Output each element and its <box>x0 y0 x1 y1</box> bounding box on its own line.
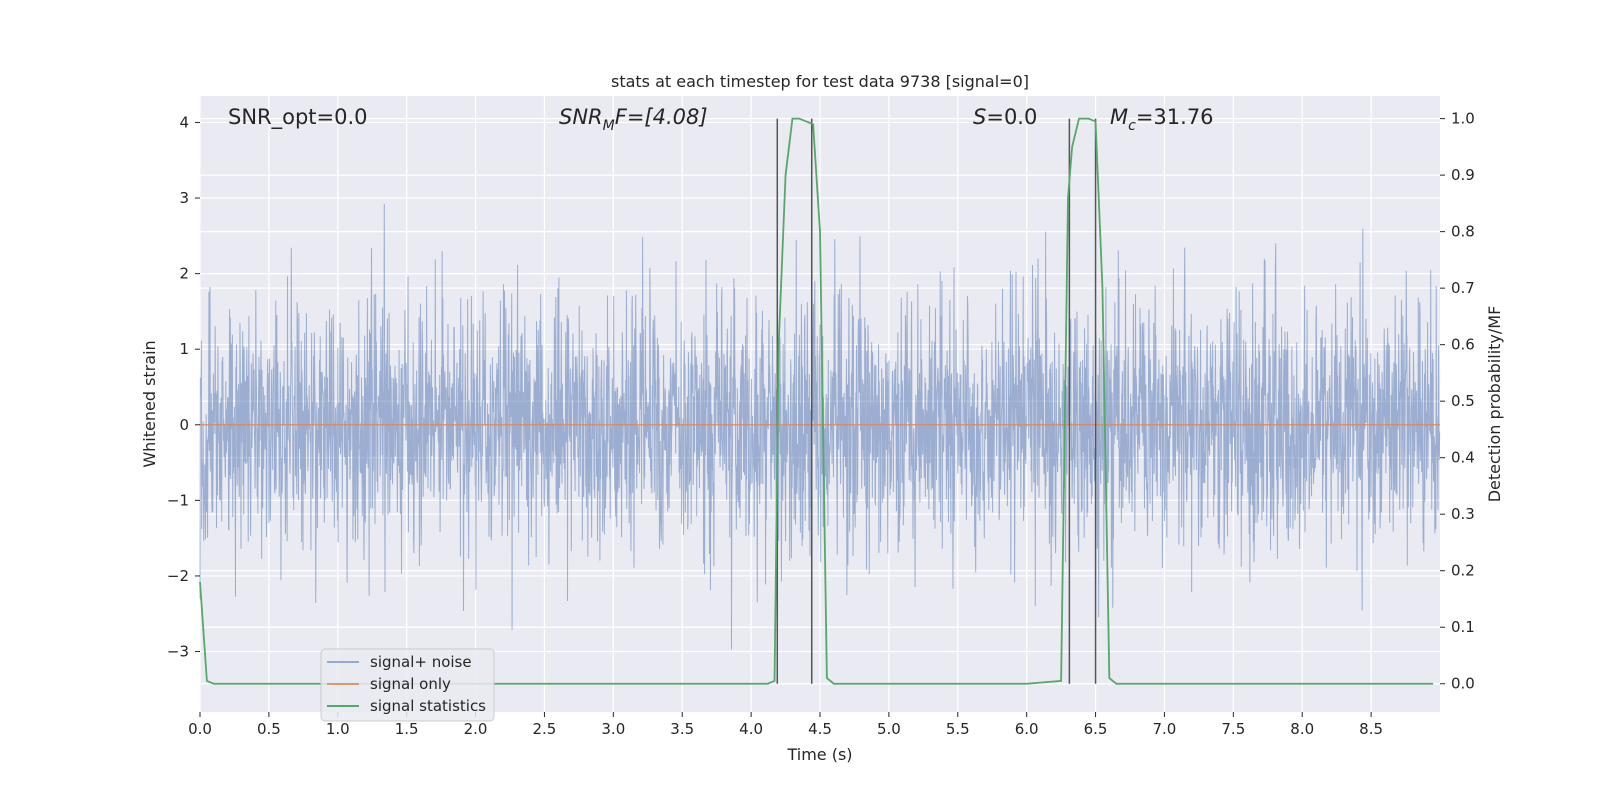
x-tick-label: 7.0 <box>1153 720 1177 738</box>
y-tick-label: −3 <box>167 643 189 661</box>
y2-tick-label: 1.0 <box>1451 110 1475 128</box>
y-tick-label: 2 <box>179 265 189 283</box>
legend-label-signal-statistics: signal statistics <box>370 697 486 715</box>
x-tick-label: 6.5 <box>1084 720 1108 738</box>
y2-tick-label: 0.1 <box>1451 618 1475 636</box>
x-tick-label: 2.5 <box>533 720 557 738</box>
signal-noise-line <box>199 203 1441 650</box>
legend-label-signal-only: signal only <box>370 675 451 693</box>
legend-label-signal-noise: signal+ noise <box>370 653 472 671</box>
vertical-markers <box>776 118 1097 684</box>
y2-tick-label: 0.7 <box>1451 279 1475 297</box>
x-tick-label: 5.5 <box>946 720 970 738</box>
annotation-mc: Mc=31.76 <box>1110 105 1214 134</box>
y2-tick-label: 0.5 <box>1451 392 1475 410</box>
annotation-snr-opt: SNR_opt=0.0 <box>228 105 368 130</box>
legend: signal+ noise signal only signal statist… <box>320 648 495 722</box>
x-tick-label: 4.0 <box>739 720 763 738</box>
y-axis-label: Whitened strain <box>140 340 159 467</box>
y-tick-label: −1 <box>167 491 189 509</box>
x-tick-label: 0.0 <box>188 720 212 738</box>
y2-tick-label: 0.0 <box>1451 675 1475 693</box>
y2-tick-label: 0.6 <box>1451 336 1475 354</box>
x-tick-label: 5.0 <box>877 720 901 738</box>
legend-box <box>320 648 495 722</box>
x-tick-label: 8.0 <box>1290 720 1314 738</box>
x-axis-label: Time (s) <box>786 745 852 764</box>
y2-tick-label: 0.4 <box>1451 449 1475 467</box>
y-tick-label: 3 <box>179 189 189 207</box>
y-tick-label: −2 <box>167 567 189 585</box>
annotation-snr-mf: SNRMF=[4.08] <box>559 105 708 134</box>
x-tick-label: 2.0 <box>464 720 488 738</box>
y2-tick-label: 0.8 <box>1451 223 1475 241</box>
signal-statistics-line <box>199 117 1434 685</box>
x-tick-label: 1.5 <box>395 720 419 738</box>
annotation-s: S=0.0 <box>973 105 1037 129</box>
chart-title: stats at each timestep for test data 973… <box>611 72 1029 91</box>
y-tick-label: 4 <box>179 113 189 131</box>
y2-tick-label: 0.9 <box>1451 166 1475 184</box>
x-tick-label: 7.5 <box>1221 720 1245 738</box>
x-tick-label: 1.0 <box>326 720 350 738</box>
y-tick-label: 1 <box>179 340 189 358</box>
x-tick-label: 4.5 <box>808 720 832 738</box>
x-axis-ticks: 0.0 0.5 1.0 1.5 2.0 2.5 3.0 3.5 4.0 4.5 5.0 5.5 6.0 6… <box>188 712 1383 738</box>
x-tick-label: 0.5 <box>257 720 281 738</box>
signal-noise-series <box>199 203 1441 650</box>
y-tick-label: 0 <box>179 416 189 434</box>
y2-axis-label: Detection probability/MF <box>1485 306 1504 503</box>
x-tick-label: 8.5 <box>1359 720 1383 738</box>
x-tick-label: 3.5 <box>670 720 694 738</box>
x-tick-label: 3.0 <box>601 720 625 738</box>
y2-tick-label: 0.2 <box>1451 562 1475 580</box>
signal-statistics-series <box>199 117 1434 685</box>
y2-axis-ticks: 1.0 0.9 0.8 0.7 0.6 0.5 0.4 0.3 0.2 0.1 0.0 <box>1440 110 1475 693</box>
y-axis-ticks: 4 3 2 1 0 −1 −2 −3 <box>167 113 200 661</box>
x-tick-label: 6.0 <box>1015 720 1039 738</box>
y2-tick-label: 0.3 <box>1451 505 1475 523</box>
